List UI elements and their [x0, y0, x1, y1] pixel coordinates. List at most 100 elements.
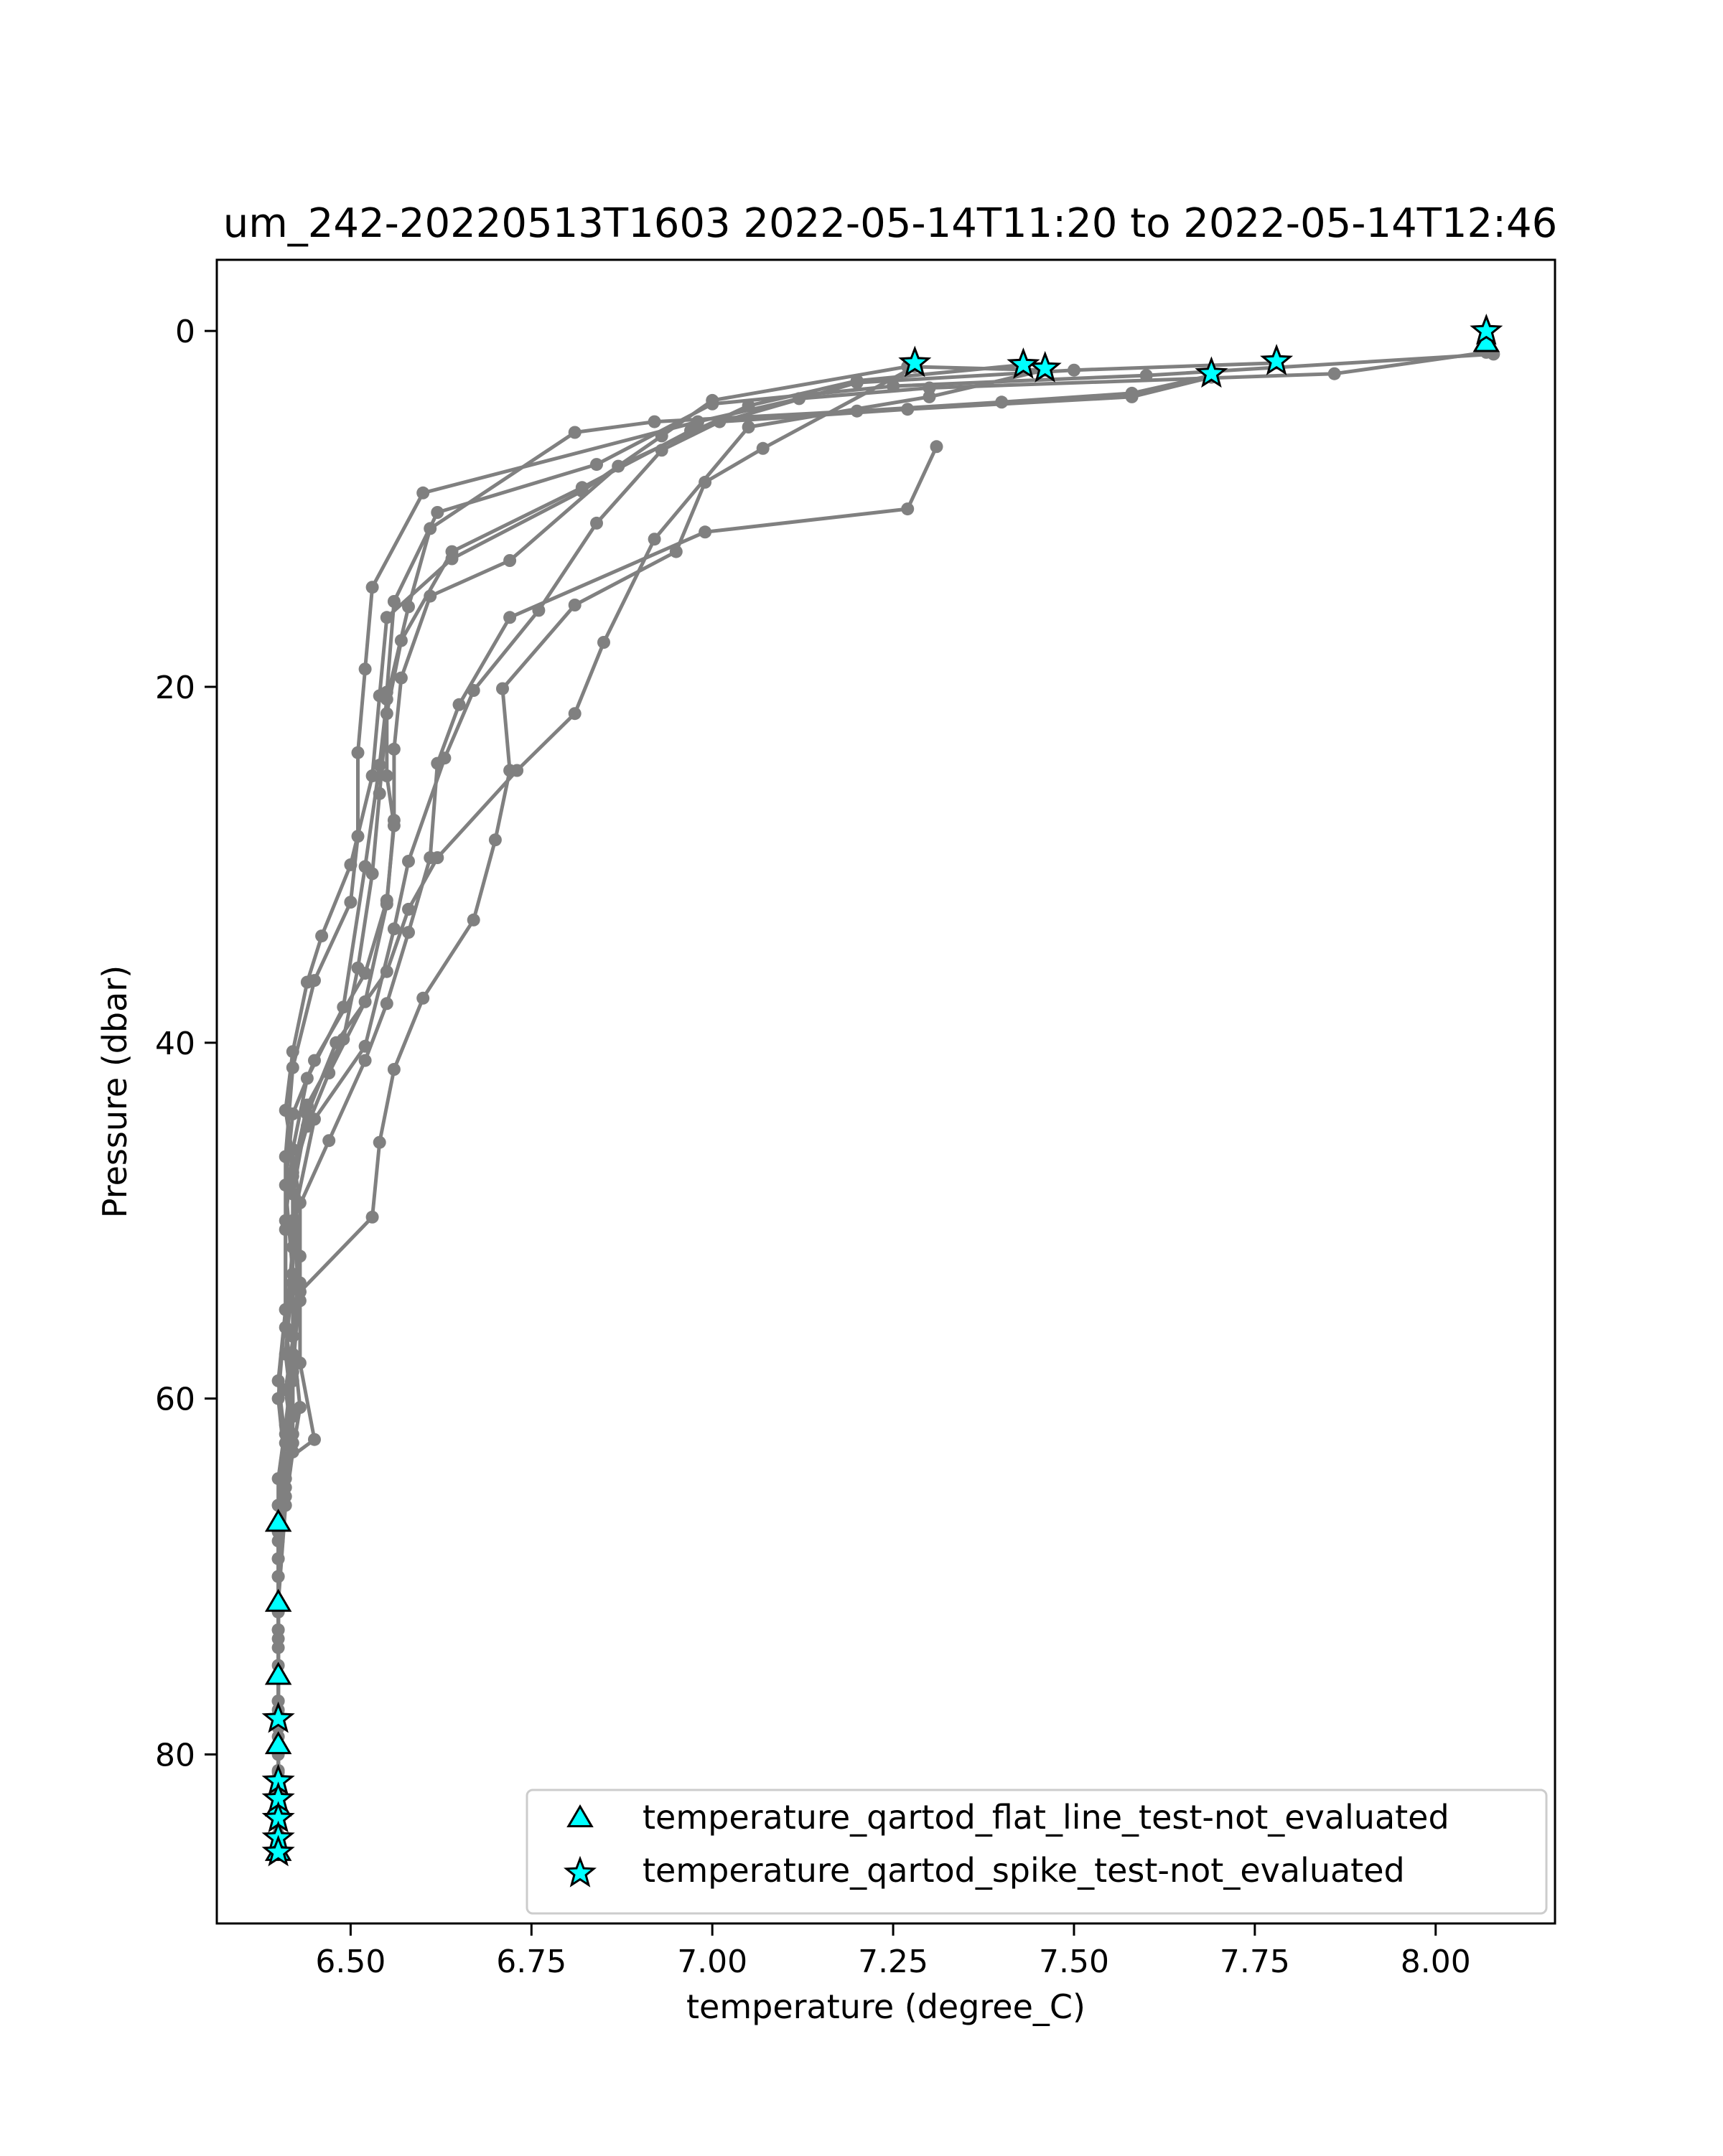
profile-point: [271, 1472, 285, 1486]
profile-point: [901, 502, 915, 516]
profile-point: [699, 525, 712, 539]
profile-point: [308, 1433, 321, 1446]
profile-point: [286, 1187, 299, 1201]
profile-point: [901, 403, 915, 416]
profile-point: [568, 599, 582, 611]
profile-point: [402, 855, 415, 868]
profile-point: [358, 860, 372, 873]
profile-point: [742, 421, 755, 433]
profile-point: [286, 1045, 299, 1059]
profile-point: [402, 926, 415, 939]
y-tick-label: 40: [155, 1026, 195, 1062]
spike-flag-marker: [898, 345, 932, 378]
profile-point: [850, 374, 864, 388]
profile-point: [648, 415, 661, 428]
plot-area: [261, 313, 1503, 1867]
profile-point: [655, 429, 668, 443]
profile-point: [930, 440, 943, 454]
legend-box: [526, 1789, 1548, 1915]
profile-point: [597, 636, 610, 649]
profile-point: [1125, 390, 1139, 403]
profile-point: [271, 1552, 285, 1565]
legend-triangle-marker: [566, 1804, 594, 1828]
x-tick-label: 7.50: [1039, 1944, 1109, 1980]
profile-point: [402, 600, 415, 614]
profile-point: [503, 554, 517, 567]
profile-point: [590, 458, 603, 472]
profile-point: [286, 1214, 299, 1227]
y-tick-label: 60: [155, 1382, 195, 1418]
y-tick-label: 0: [175, 314, 195, 350]
legend-label-flat-line: temperature_qartod_flat_line_test-not_ev…: [643, 1798, 1449, 1837]
profile-point: [351, 746, 365, 759]
x-tick-label: 6.75: [496, 1944, 566, 1980]
profile-point: [887, 380, 900, 393]
spike-flag-marker: [1007, 347, 1040, 379]
profile-point: [300, 1072, 314, 1085]
profile-point: [380, 997, 393, 1011]
profile-point: [387, 742, 401, 756]
profile-point: [416, 991, 430, 1005]
profile-point: [279, 1418, 292, 1432]
profile-point: [380, 611, 393, 624]
legend-label-spike: temperature_qartod_spike_test-not_evalua…: [643, 1851, 1405, 1890]
spike-flag-markers: [261, 313, 1503, 1867]
profile-point: [568, 707, 582, 721]
profile-point: [271, 1374, 285, 1387]
profile-point: [279, 1104, 292, 1117]
x-axis: 6.50 6.75 7.00 7.25 7.50 7.75 8.00: [315, 1923, 1471, 1980]
flat-line-flag-marker: [264, 1509, 292, 1532]
profile-point: [431, 851, 444, 864]
profile-point: [358, 662, 372, 676]
profile-point: [330, 1036, 343, 1049]
profile-point: [431, 756, 444, 770]
profile-point: [452, 698, 466, 711]
y-tick-label: 20: [155, 670, 195, 706]
flat-line-flag-marker: [264, 1661, 292, 1685]
profile-point: [337, 1000, 350, 1014]
x-tick-label: 6.50: [315, 1944, 386, 1980]
legend-triangle-shape: [566, 1804, 594, 1828]
x-tick-label: 8.00: [1401, 1944, 1471, 1980]
legend-star-shape: [563, 1855, 597, 1888]
legend-star-marker: [563, 1855, 597, 1888]
profile-point: [344, 896, 358, 909]
profile-point: [387, 813, 401, 827]
profile-point: [612, 459, 625, 473]
profile-point: [279, 1321, 292, 1334]
profile-point: [293, 1401, 307, 1414]
legend: temperature_qartod_flat_line_test-not_ev…: [526, 1789, 1548, 1915]
profile-point: [380, 897, 393, 911]
profile-point: [706, 393, 719, 407]
flat-line-flag-marker: [264, 1731, 292, 1755]
profile-point: [271, 1623, 285, 1636]
spike-flag-marker: [1470, 313, 1503, 345]
profile-point: [365, 581, 379, 594]
profile-point: [923, 390, 936, 403]
profile-point: [380, 769, 393, 782]
spike-flag-marker: [1195, 356, 1228, 388]
x-tick-label: 7.25: [858, 1944, 928, 1980]
profile-point: [344, 858, 358, 871]
profile-point: [358, 1054, 372, 1067]
profile-point: [365, 1210, 379, 1224]
flat-line-flag-markers: [264, 329, 1500, 1861]
spike-flag-marker: [261, 1834, 295, 1867]
profile-point: [496, 682, 509, 695]
profile-point: [503, 611, 517, 624]
y-axis-label: Pressure (dbar): [95, 965, 134, 1218]
profile-point: [568, 426, 582, 439]
y-tick-label: 80: [155, 1737, 195, 1773]
profile-point: [351, 961, 365, 975]
profile-point: [387, 922, 401, 936]
profile-point: [742, 399, 755, 413]
profile-point: [467, 913, 480, 927]
profile-point: [300, 975, 314, 989]
profile-point: [271, 1695, 285, 1708]
y-axis: 0 20 40 60 80: [155, 314, 217, 1773]
profile-point: [424, 589, 437, 603]
profile-point: [488, 833, 502, 847]
x-axis-label: temperature (degree_C): [686, 1987, 1085, 2026]
